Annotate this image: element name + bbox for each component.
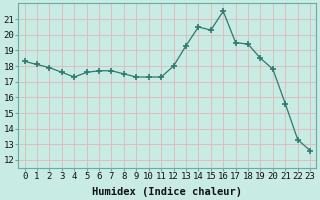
X-axis label: Humidex (Indice chaleur): Humidex (Indice chaleur) bbox=[92, 186, 242, 197]
